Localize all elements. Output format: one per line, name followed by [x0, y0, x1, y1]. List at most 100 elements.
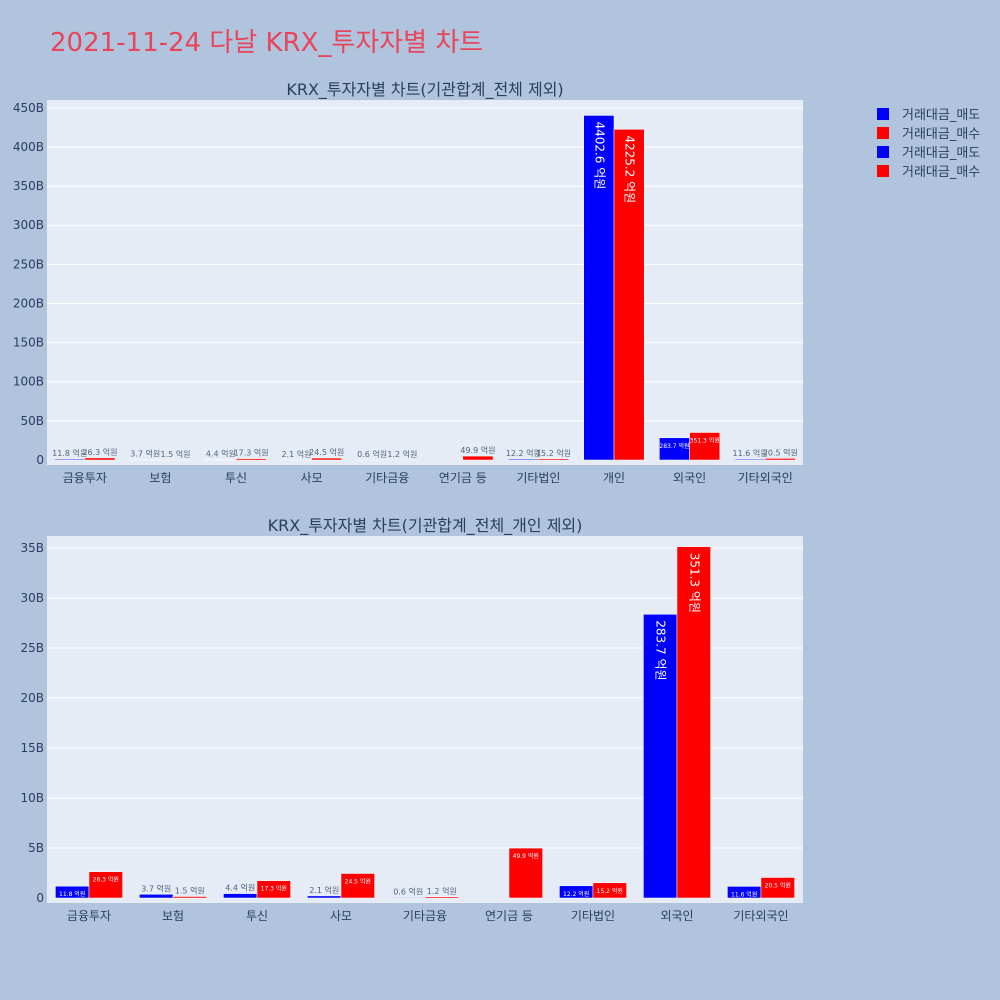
bar-sell [307, 895, 342, 899]
data-label: 17.3 억원 [234, 448, 269, 458]
legend-label[interactable]: 거래대금_매수 [902, 165, 980, 180]
data-label: 49.9 억원 [460, 445, 495, 455]
x-tick-label: 보험 [162, 909, 184, 923]
y-tick-label: 0 [36, 453, 44, 467]
chart-1: KRX_투자자별 차트(기관합계_전체 제외) 0 50B 100B 150B 200B 2… [13, 80, 803, 485]
data-label: 15.2 억원 [536, 448, 571, 458]
bar-sell [734, 458, 766, 461]
bar-buy [689, 432, 721, 461]
y-tick-label: 35B [20, 541, 44, 555]
data-label: 3.7 억원 [141, 883, 171, 893]
bar-buy [592, 882, 627, 899]
legend-swatch[interactable] [877, 165, 889, 177]
y-tick-label: 10B [20, 791, 44, 805]
bar-sell [643, 614, 678, 899]
bar-buy [172, 896, 207, 899]
legend-label[interactable]: 거래대금_매수 [902, 127, 980, 142]
data-label: 4.4 억원 [225, 883, 255, 893]
bar-sell [54, 458, 86, 461]
y-tick-label: 450B [13, 101, 44, 115]
bar-buy [256, 880, 291, 899]
bar-buy [613, 129, 645, 461]
data-label: 4402.6 억원 [592, 121, 606, 189]
x-tick-label: 연기금 등 [485, 909, 533, 923]
plot-area [47, 100, 803, 465]
y-tick-label: 400B [13, 140, 44, 154]
data-label: 3.7 억원 [130, 449, 160, 459]
data-label: 283.7 억원 [654, 620, 668, 680]
x-tick-label: 개인 [603, 471, 625, 485]
bar-sell [139, 894, 174, 899]
legend-label[interactable]: 거래대금_매도 [902, 146, 980, 161]
data-label: 351.3 억원 [687, 553, 701, 613]
data-label: 26.3 억원 [93, 876, 119, 884]
data-label: 20.5 억원 [765, 882, 791, 890]
data-label: 49.9 억원 [513, 852, 539, 860]
bar-buy [235, 458, 267, 461]
x-tick-label: 외국인 [660, 909, 693, 923]
y-tick-label: 300B [13, 218, 44, 232]
bar-buy [760, 877, 795, 899]
bar-buy [508, 847, 543, 899]
data-label: 26.3 억원 [82, 447, 117, 457]
chart-2: KRX_투자자별 차트(기관합계_전체_개인 제외) 0 5B 10B 15B 20B 25… [20, 516, 803, 923]
y-tick-label: 50B [20, 414, 44, 428]
chart-title: KRX_투자자별 차트(기관합계_전체 제외) [286, 80, 563, 100]
bar-buy [676, 546, 711, 899]
data-label: 24.5 억원 [309, 447, 344, 457]
bar-buy [462, 455, 494, 461]
y-tick-label: 0 [36, 891, 44, 905]
bar-buy [424, 896, 459, 899]
legend-label[interactable]: 거래대금_매도 [902, 108, 980, 123]
data-label: 12.2 억원 [563, 890, 589, 898]
data-label: 0.6 억원 [357, 449, 387, 459]
y-tick-label: 250B [13, 257, 44, 271]
y-tick-label: 350B [13, 179, 44, 193]
bar-buy [311, 457, 343, 461]
x-tick-label: 금융투자 [67, 909, 111, 923]
x-tick-label: 기타외국인 [733, 909, 788, 923]
data-label: 351.3 억원 [690, 437, 720, 445]
bar-buy [538, 458, 569, 461]
data-label: 4.4 억원 [206, 449, 236, 459]
data-label: 0.6 억원 [393, 886, 423, 896]
y-tick-label: 100B [13, 375, 44, 389]
bar-buy [340, 873, 375, 899]
legend-swatch[interactable] [877, 127, 889, 139]
legend-swatch[interactable] [877, 146, 889, 158]
x-tick-label: 사모 [330, 909, 352, 923]
data-label: 11.6 억원 [733, 448, 768, 458]
page-title: 2021-11-24 다날 KRX_투자자별 차트 [50, 28, 484, 58]
data-label: 4225.2 억원 [623, 135, 637, 203]
x-tick-label: 사모 [301, 471, 323, 485]
bar-buy [84, 457, 116, 461]
y-tick-label: 15B [20, 741, 44, 755]
data-label: 15.2 억원 [597, 887, 623, 895]
x-tick-label: 기타금융 [403, 909, 447, 923]
data-label: 24.5 억원 [345, 878, 371, 886]
y-tick-label: 20B [20, 691, 44, 705]
data-label: 20.5 억원 [763, 447, 798, 457]
data-label: 283.7 억원 [659, 442, 689, 450]
x-tick-label: 기타법인 [516, 471, 560, 485]
y-tick-label: 200B [13, 296, 44, 310]
data-label: 1.5 억원 [175, 886, 205, 896]
x-tick-label: 보험 [149, 471, 171, 485]
bar-sell [223, 893, 258, 899]
y-tick-label: 30B [20, 591, 44, 605]
bar-buy [764, 458, 796, 461]
data-label: 17.3 억원 [261, 885, 287, 893]
data-label: 1.2 억원 [387, 449, 417, 459]
data-label: 11.6 억원 [731, 890, 757, 898]
x-tick-label: 투신 [246, 909, 268, 923]
bar-sell [583, 115, 615, 461]
x-tick-label: 기타금융 [365, 471, 409, 485]
data-label: 1.2 억원 [427, 886, 457, 896]
x-tick-label: 외국인 [673, 471, 706, 485]
legend-swatch[interactable] [877, 108, 889, 120]
y-tick-label: 25B [20, 641, 44, 655]
x-tick-label: 기타법인 [571, 909, 615, 923]
bar-buy [88, 871, 123, 899]
